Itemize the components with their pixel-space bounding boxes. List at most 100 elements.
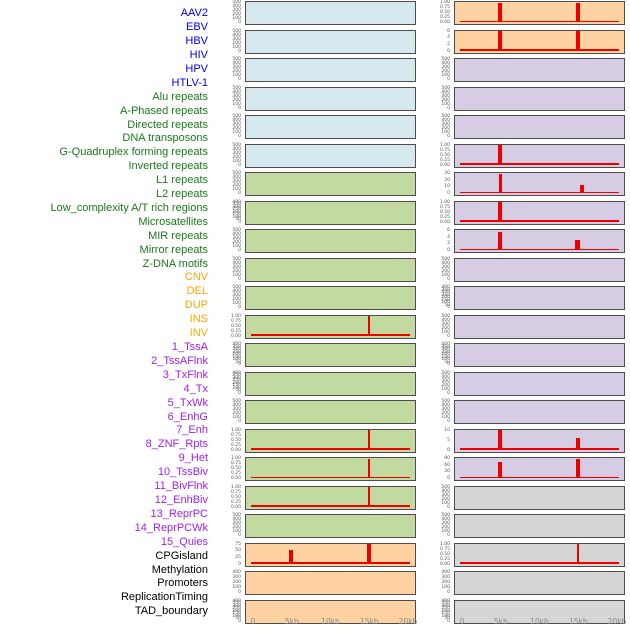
y-tick-label: 300	[232, 521, 241, 526]
y-tick-label: 400	[232, 517, 241, 522]
y-tick-label: 100	[232, 415, 241, 420]
y-tick-label: 90	[444, 456, 450, 461]
y-tick-label: 100	[441, 415, 450, 420]
track-panel-9-het	[454, 286, 625, 310]
y-axis-ticks-low-complexity-a-t-rich-regions: 500 400 300 200 100 0	[215, 399, 243, 425]
y-tick-label: 0	[447, 333, 450, 339]
track-panel-methylation	[454, 514, 625, 538]
y-tick-label: 150	[232, 611, 241, 616]
track-panel-6-enhg	[454, 200, 625, 225]
y-tick-label: 200	[232, 352, 241, 357]
track-panel-14-reprpcwk	[454, 428, 625, 453]
y-axis-ticks-g-quadruplex-forming-repeats: 500 400 300 200 100 0	[215, 285, 243, 311]
y-tick-label: 20	[444, 177, 450, 183]
signal-baseline	[460, 562, 619, 564]
track-panel-hiv	[245, 86, 416, 111]
y-tick-label: 4	[447, 234, 450, 240]
y-tick-label: 300	[441, 347, 450, 352]
row-label-4-tx: 4_Tx	[183, 382, 208, 395]
y-tick-label: 500	[441, 256, 450, 262]
y-tick-label: 0	[238, 533, 241, 538]
y-tick-label: 500	[232, 57, 241, 62]
y-tick-label: 100	[232, 101, 241, 107]
y-tick-label: 500	[232, 171, 241, 176]
row-label-ins: INS	[189, 313, 208, 326]
y-tick-label: 400	[441, 374, 450, 380]
y-axis-ticks-hpv: 500 400 300 200 100 0	[215, 114, 243, 140]
row-label-htlv-1: HTLV-1	[171, 76, 208, 89]
track-panel-8-znf-rpts	[454, 257, 625, 282]
track-panel-aav2	[245, 1, 416, 25]
x-tick-label-20kb: 20kb	[398, 617, 418, 626]
y-tick-label: 200	[232, 183, 241, 188]
y-axis-ticks-4-tx: 1.00 0.75 0.50 0.25 0.00	[424, 143, 452, 169]
row-label-9-het: 9_Het	[178, 452, 208, 465]
y-tick-label: 0.75	[439, 546, 450, 552]
y-tick-label: 100	[232, 187, 241, 192]
y-axis-ticks-microsatellites: 1.00 0.75 0.50 0.25 0.00	[215, 428, 243, 454]
y-tick-label: 300	[232, 36, 241, 42]
signal-baseline	[460, 476, 619, 478]
y-tick-label: 0	[447, 276, 450, 282]
y-axis-ticks-htlv-1: 500 400 300 200 100 0	[215, 143, 243, 169]
y-axis-ticks-mirror-repeats: 1.00 0.75 0.50 0.25 0.00	[215, 485, 243, 511]
row-label-10-tssbiv: 10_TssBiv	[157, 466, 208, 479]
track-panel-cnv	[245, 542, 416, 567]
y-tick-label: 30	[444, 469, 450, 475]
y-tick-label: 0.00	[439, 20, 450, 25]
y-tick-label: 200	[441, 295, 450, 300]
y-tick-label: 100	[441, 357, 450, 362]
y-tick-label: 400	[232, 598, 241, 604]
track-panel-directed-repeats	[245, 229, 416, 253]
signal-spike-15-quies-15kb	[575, 458, 580, 478]
y-axis-ticks-cnv: 75 50 25 0	[215, 542, 243, 568]
y-axis-ticks-inverted-repeats: 1.00 0.75 0.50 0.25 0.00	[215, 314, 243, 340]
y-tick-label: 0	[447, 248, 450, 253]
y-tick-label: 200	[441, 411, 450, 416]
y-tick-label: 100	[232, 244, 241, 249]
y-tick-label: 300	[232, 179, 241, 184]
y-tick-label: 400	[232, 260, 241, 266]
y-tick-label: 400	[441, 317, 450, 323]
y-tick-label: 0.50	[230, 437, 241, 443]
row-label-5-txwk: 5_TxWk	[167, 396, 208, 409]
y-tick-label: 300	[441, 264, 450, 270]
y-tick-label: 0.50	[439, 152, 450, 158]
row-label-dup: DUP	[184, 299, 208, 312]
y-axis-ticks-ebv: 500 400 300 200 100 0	[215, 29, 243, 55]
x-tick-label-10kb: 10kb	[530, 617, 549, 626]
signal-spike-inv-5kb	[498, 31, 503, 51]
y-tick-label: 150	[232, 354, 241, 360]
y-tick-label: 300	[232, 65, 241, 70]
y-axis-ticks-cpgisland: 500 400 300 200 100 0	[424, 485, 452, 511]
signal-baseline	[251, 334, 410, 336]
signal-spike-5-txwk-5kb	[498, 173, 502, 193]
y-tick-label: 50	[235, 616, 241, 621]
row-label-low-complexity-a-t-rich-regions: Low_complexity A/T rich regions	[50, 201, 208, 214]
y-tick-label: 200	[441, 580, 450, 585]
y-tick-label: 200	[441, 268, 450, 274]
y-axis-ticks-12-enhbiv: 500 400 300 200 100 0	[424, 371, 452, 397]
signal-baseline	[460, 448, 619, 450]
y-tick-label: 0.25	[230, 328, 241, 334]
y-tick-label: 200	[232, 97, 241, 103]
y-tick-label: 400	[232, 118, 241, 123]
track-panel-replicationtiming	[454, 571, 625, 595]
y-axis-ticks-11-bivflnk: 400 350 300 250 200 150 100 50 0	[424, 342, 452, 368]
y-tick-label: 50	[444, 359, 450, 365]
y-tick-label: 1.00	[230, 313, 241, 319]
y-tick-label: 500	[441, 370, 450, 376]
y-tick-label: 300	[441, 521, 450, 526]
y-tick-label: 0.25	[439, 214, 450, 220]
y-tick-label: 0	[238, 419, 241, 424]
y-tick-label: 300	[232, 264, 241, 270]
row-label-mirror-repeats: Mirror repeats	[139, 243, 208, 256]
y-tick-label: 400	[232, 199, 241, 205]
x-tick-label-5kb: 5kb	[493, 617, 508, 626]
y-tick-label: 0.75	[439, 204, 450, 210]
y-tick-label: 250	[232, 606, 241, 611]
signal-baseline	[460, 49, 619, 51]
y-tick-label: 200	[232, 69, 241, 74]
y-tick-label: 0.25	[439, 15, 450, 20]
